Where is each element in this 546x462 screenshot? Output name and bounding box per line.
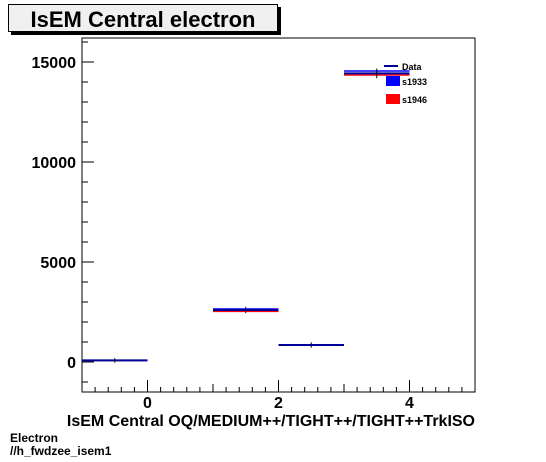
y-tick-label: 15000	[32, 55, 77, 72]
x-tick-label: 4	[405, 395, 414, 412]
legend-label: s1946	[402, 95, 427, 105]
legend-label: s1933	[402, 77, 427, 87]
x-tick-label: 0	[143, 395, 152, 412]
x-axis-label: IsEM Central OQ/MEDIUM++/TIGHT++/TIGHT++…	[67, 413, 475, 430]
chart-title-box: IsEM Central electron	[8, 4, 278, 32]
footer-info: Electron //h_fwdzee_isem1	[10, 432, 111, 458]
footer-object-name: Electron	[10, 431, 59, 445]
legend-swatch-s1933	[386, 76, 400, 86]
legend-swatch-s1946	[386, 94, 400, 104]
y-tick-label: 0	[67, 355, 76, 372]
y-tick-label: 10000	[32, 155, 77, 172]
chart-title: IsEM Central electron	[30, 7, 256, 32]
legend-label: Data	[402, 62, 423, 72]
y-tick-label: 5000	[40, 255, 76, 272]
x-tick-label: 2	[274, 395, 283, 412]
plot-frame	[81, 37, 476, 393]
footer-histogram-path: //h_fwdzee_isem1	[10, 444, 112, 458]
